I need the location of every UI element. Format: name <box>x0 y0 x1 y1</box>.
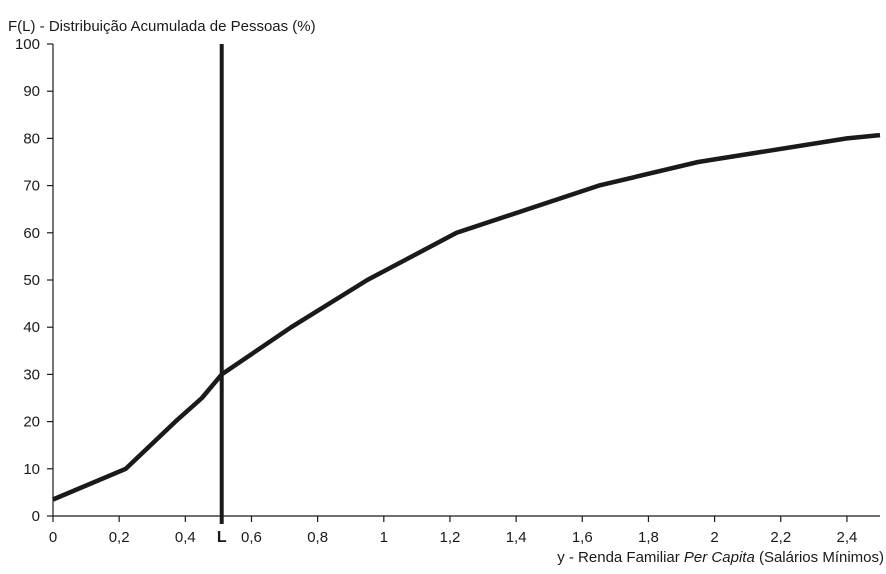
x-tick-label: 1 <box>380 529 388 546</box>
x-tick-label: 2,2 <box>770 529 791 546</box>
x-tick-label: 0,2 <box>109 529 130 546</box>
x-tick-label: 1,8 <box>638 529 659 546</box>
x-tick-label: 1,2 <box>440 529 461 546</box>
y-axis-title: F(L) - Distribuição Acumulada de Pessoas… <box>8 18 316 35</box>
x-axis-title: y - Renda Familiar Per Capita (Salários … <box>557 549 884 566</box>
y-tick-label: 50 <box>23 272 40 289</box>
x-tick-label: 0 <box>49 529 57 546</box>
x-tick-label: 1,6 <box>572 529 593 546</box>
x-tick-label: 1,4 <box>506 529 527 546</box>
y-tick-label: 80 <box>23 130 40 147</box>
y-tick-label: 40 <box>23 319 40 336</box>
y-tick-label: 70 <box>23 178 40 195</box>
y-tick-label: 0 <box>32 508 40 525</box>
x-tick-label: 2 <box>710 529 718 546</box>
y-tick-label: 20 <box>23 414 40 431</box>
y-tick-label: 30 <box>23 366 40 383</box>
x-tick-label: 0,8 <box>307 529 328 546</box>
series-line <box>53 135 880 499</box>
vertical-marker-label: L <box>217 529 227 546</box>
x-tick-label: 2,4 <box>836 529 857 546</box>
y-tick-label: 60 <box>23 225 40 242</box>
y-tick-label: 90 <box>23 83 40 100</box>
y-tick-label: 10 <box>23 461 40 478</box>
x-tick-label: 0,6 <box>241 529 262 546</box>
y-tick-label: 100 <box>15 36 40 53</box>
x-tick-label: 0,4 <box>175 529 196 546</box>
